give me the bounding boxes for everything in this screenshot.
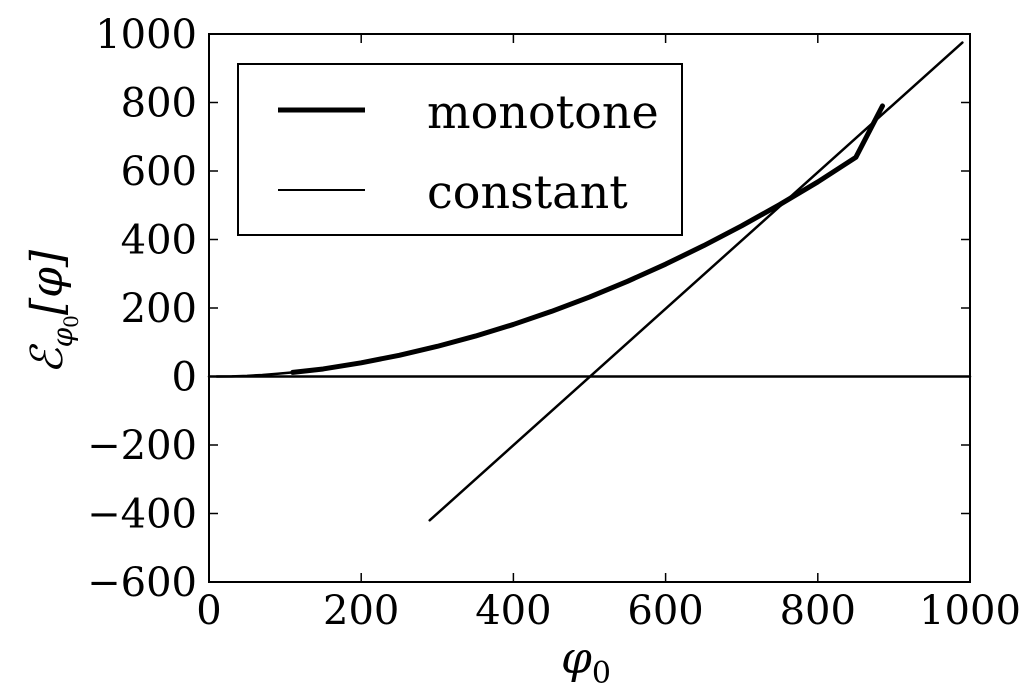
y-tick-label: 0 (172, 355, 197, 401)
legend-box (237, 63, 683, 236)
series-constant (428, 41, 964, 522)
y-axis-label-base: ℰ (22, 343, 73, 374)
y-axis-label-sub: φ (46, 327, 79, 347)
y-axis-label: ℰφ0[φ] (22, 249, 83, 374)
x-axis-label-base: φ (561, 633, 592, 684)
y-tick-label: −400 (87, 492, 197, 538)
y-axis-label-subsub: 0 (59, 315, 83, 328)
x-axis-label: φ0 (561, 633, 611, 691)
y-axis-label-group: ℰφ0[φ] (22, 249, 83, 374)
y-tick-label: 200 (121, 286, 197, 332)
series-monotone (290, 103, 885, 375)
y-tick-label: −600 (87, 560, 197, 606)
legend-label-monotone: monotone (427, 85, 659, 139)
y-tick-label: −200 (87, 423, 197, 469)
y-axis-label-arg: [φ] (22, 249, 73, 315)
y-tick-label: 400 (121, 218, 197, 264)
x-tick-label: 200 (323, 588, 399, 634)
y-tick-label: 800 (121, 81, 197, 127)
x-tick-label: 400 (475, 588, 551, 634)
legend-label-constant: constant (427, 165, 628, 219)
legend: monotone constant (237, 63, 683, 236)
x-tick-label: 1000 (919, 588, 1021, 634)
series-layer (207, 41, 972, 522)
y-tick-label: 1000 (95, 12, 197, 58)
x-axis-label-sub: 0 (592, 656, 611, 691)
y-tick-label: 600 (121, 149, 197, 195)
tick-labels: 0 200 400 600 800 1000 1000 800 600 400 200 0 −200 −4… (87, 12, 1021, 634)
x-tick-label: 0 (196, 588, 221, 634)
x-tick-label: 600 (627, 588, 703, 634)
x-tick-label: 800 (780, 588, 856, 634)
plot-frame (208, 33, 971, 583)
